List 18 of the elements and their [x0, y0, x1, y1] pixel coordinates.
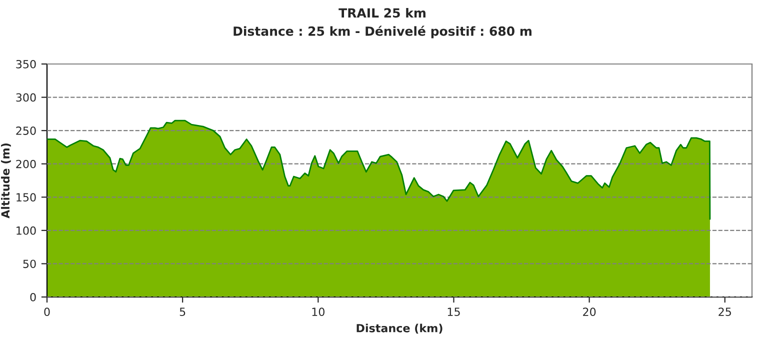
y-tick-label: 150	[16, 193, 36, 202]
y-tick-label: 250	[16, 126, 36, 135]
x-axis-title: Distance (km)	[356, 324, 442, 334]
chart-subtitle: Distance : 25 km - Dénivelé positif : 680 m	[234, 26, 532, 38]
x-tick-label: 25	[718, 308, 731, 316]
y-tick-label: 50	[23, 260, 36, 268]
y-tick-label: 350	[16, 60, 36, 68]
x-tick-label: 0	[44, 308, 50, 316]
y-tick-label: 300	[16, 93, 36, 102]
x-tick-label: 15	[448, 308, 460, 316]
y-tick-label: 100	[16, 226, 36, 235]
y-tick-label: 0	[30, 292, 36, 302]
y-axis-title: Altitude (m)	[0, 144, 11, 218]
x-tick-label: 10	[312, 308, 324, 316]
x-tick-label: 20	[583, 308, 596, 316]
y-tick-label: 200	[16, 160, 36, 168]
chart-title: TRAIL 25 km	[338, 8, 426, 18]
x-tick-label: 5	[180, 308, 186, 316]
